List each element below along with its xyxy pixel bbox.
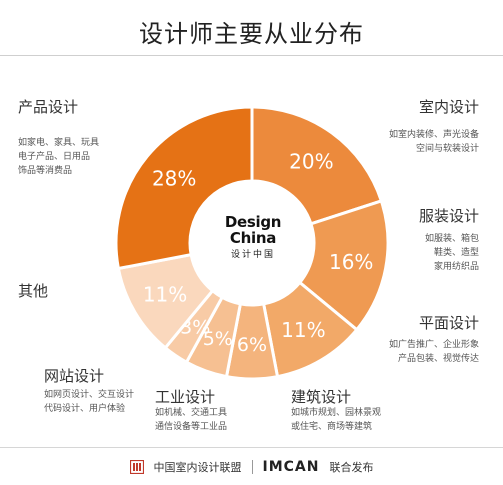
slice-interior (250, 105, 384, 226)
label-web-title: 网站设计 (44, 367, 105, 385)
footer-separator (251, 460, 253, 474)
logo-line-cn: 设计中国 (230, 250, 275, 260)
title-divider (0, 55, 503, 56)
footer-suffix: 联合发布 (329, 461, 374, 474)
footer: 中国室内设计联盟 IMCAN 联合发布 (0, 455, 503, 479)
logo-line-china: China (229, 229, 277, 247)
label-fashion-desc: 如服装、箱包 鞋类、造型 家用纺织品 (424, 234, 479, 272)
label-industrial-title: 工业设计 (155, 388, 216, 406)
footer-org: 中国室内设计联盟 (153, 461, 242, 474)
logo-line-design: Design (224, 213, 282, 231)
slice-product (114, 105, 254, 271)
slice-label-interior: 20% (289, 149, 333, 173)
label-graphic-desc: 如广告推广、企业形象 产品包装、视觉传达 (388, 340, 479, 364)
slice-label-other: 11% (143, 282, 187, 306)
label-fashion-title: 服装设计 (418, 207, 479, 225)
label-product-title: 产品设计 (18, 98, 79, 116)
footer-brand: IMCAN (262, 459, 320, 475)
donut-center (191, 182, 313, 304)
label-interior-title: 室内设计 (418, 98, 479, 116)
slice-label-graphic: 11% (281, 318, 325, 342)
slice-label-industrial: 5% (203, 328, 233, 350)
label-product-desc: 如家电、家具、玩具 电子产品、日用品 饰品等消费品 (18, 138, 100, 176)
label-interior-desc: 如室内装修、声光设备 空间与软装设计 (388, 130, 479, 154)
imc-logo-icon (129, 460, 144, 474)
slice-label-product: 28% (152, 167, 196, 191)
label-architecture-title: 建筑设计 (291, 388, 352, 406)
slice-label-architecture: 6% (237, 334, 267, 356)
label-web-desc: 如网页设计、交互设计 代码设计、用户体验 (44, 390, 135, 414)
label-graphic-title: 平面设计 (418, 314, 479, 332)
label-architecture-desc: 如城市规划、园林景观 或住宅、商场等建筑 (291, 408, 382, 432)
slice-fashion (297, 199, 390, 332)
label-other-title: 其他 (18, 282, 49, 300)
chart-title: 设计师主要从业分布 (139, 20, 364, 48)
design-china-logo: Design China 设计中国 (210, 214, 296, 260)
label-industrial-desc: 如机械、交通工具 通信设备等工业品 (155, 408, 228, 432)
slice-label-fashion: 16% (329, 250, 373, 274)
footer-divider (0, 447, 503, 448)
